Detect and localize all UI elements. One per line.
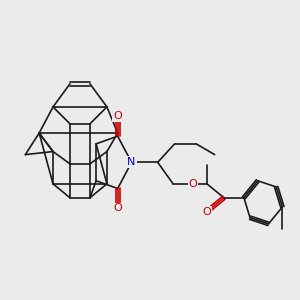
Text: O: O — [202, 207, 211, 217]
Text: O: O — [113, 203, 122, 214]
Text: N: N — [127, 157, 136, 167]
Text: O: O — [113, 111, 122, 121]
Text: O: O — [189, 179, 197, 189]
